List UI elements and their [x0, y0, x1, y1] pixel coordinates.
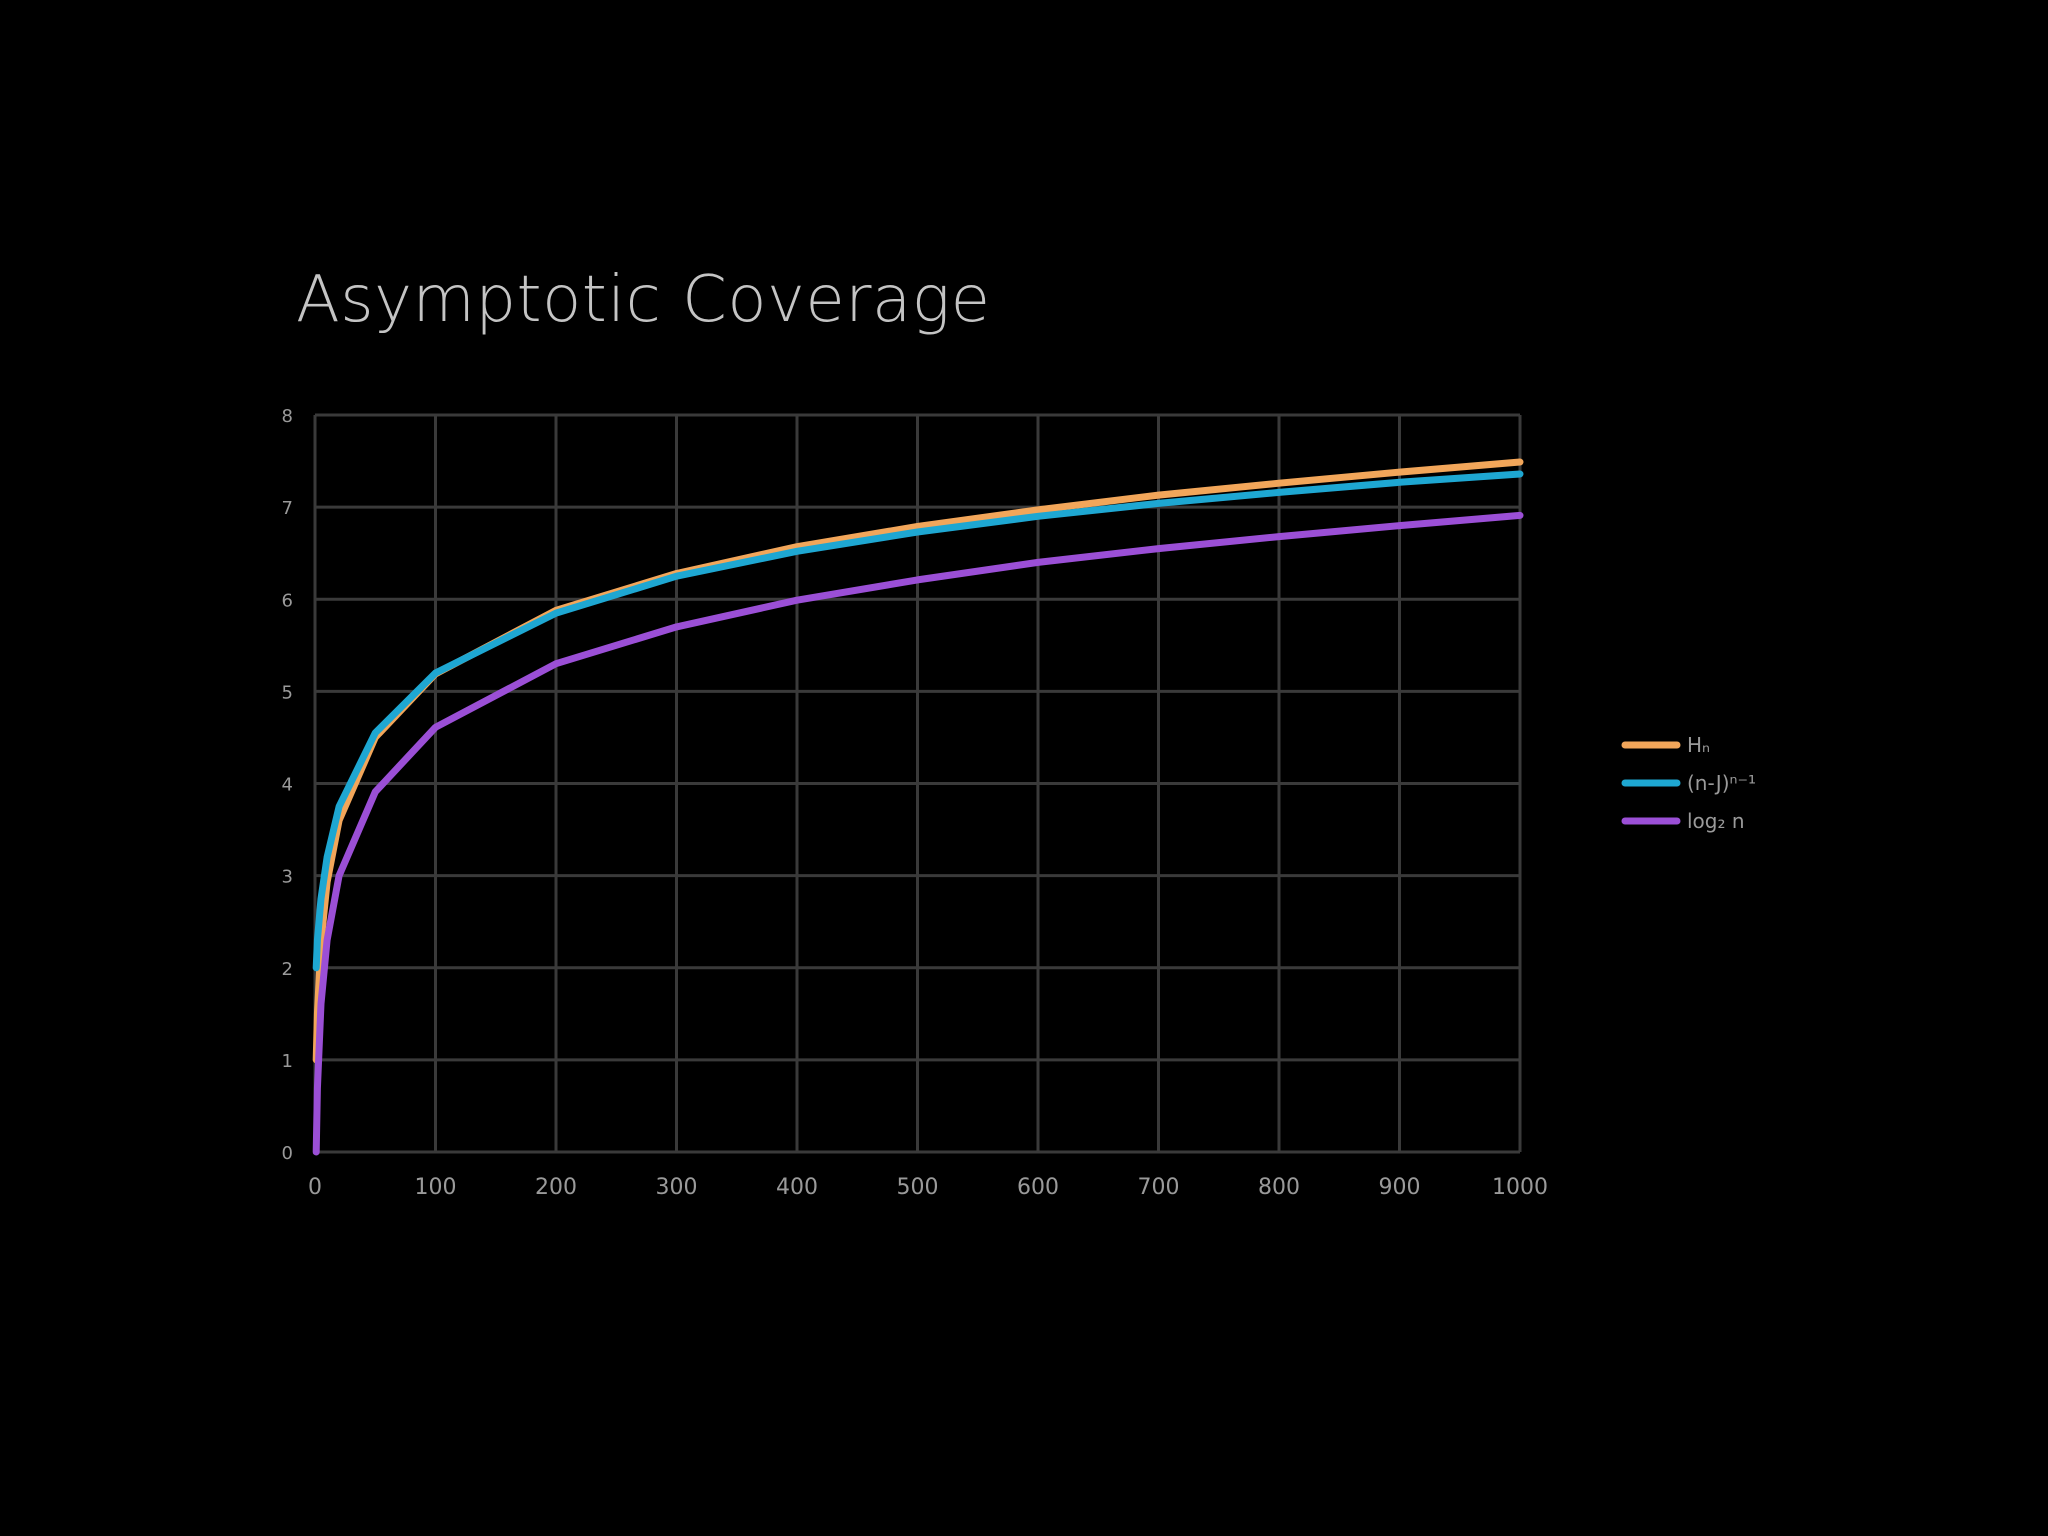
x-tick-label: 800	[1258, 1175, 1300, 1200]
legend-label: (n-J)ⁿ⁻¹	[1687, 771, 1756, 795]
y-tick-label: 0	[282, 1143, 293, 1164]
x-axis-ticks: 0 100 200 300 400 500 600 700 800 900 1000	[308, 1175, 1548, 1200]
y-tick-label: 6	[282, 590, 293, 611]
x-tick-label: 400	[776, 1175, 818, 1200]
y-axis-ticks: 0 1 2 3 4 5 6 7 8	[282, 406, 293, 1164]
legend: Hₙ (n-J)ⁿ⁻¹ log₂ n	[1621, 733, 1756, 833]
x-tick-label: 600	[1017, 1175, 1059, 1200]
x-tick-label: 300	[656, 1175, 698, 1200]
y-tick-label: 2	[282, 959, 293, 980]
x-tick-label: 700	[1138, 1175, 1180, 1200]
y-tick-label: 4	[282, 775, 293, 796]
x-tick-label: 900	[1379, 1175, 1421, 1200]
y-tick-label: 8	[282, 406, 293, 427]
legend-label: Hₙ	[1687, 733, 1710, 757]
slide-title: Asymptotic Coverage	[296, 263, 991, 337]
y-tick-label: 7	[282, 498, 293, 519]
x-tick-label: 1000	[1492, 1175, 1548, 1200]
legend-label: log₂ n	[1687, 809, 1745, 833]
y-tick-label: 5	[282, 682, 293, 703]
y-tick-label: 3	[282, 867, 293, 888]
x-tick-label: 200	[535, 1175, 577, 1200]
series-lines	[312, 458, 1524, 1156]
series-line-3	[312, 511, 1524, 1156]
y-tick-label: 1	[282, 1051, 293, 1072]
series-line-2	[312, 470, 1524, 972]
x-tick-label: 100	[415, 1175, 457, 1200]
x-tick-label: 0	[308, 1175, 322, 1200]
x-tick-label: 500	[897, 1175, 939, 1200]
